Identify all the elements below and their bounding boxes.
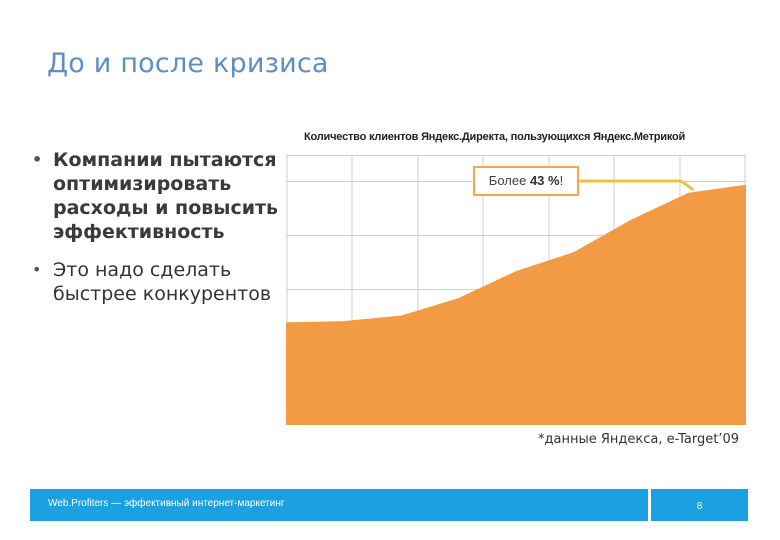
bullet-item: • Компании пытаются оптимизировать расхо… xyxy=(30,148,280,244)
bullet-dot-icon: • xyxy=(32,150,43,169)
source-footnote: *данные Яндекса, e-Target’09 xyxy=(538,432,739,447)
area-chart xyxy=(286,155,746,425)
chart-title: Количество клиентов Яндекс.Директа, поль… xyxy=(304,131,686,143)
bullet-item: • Это надо сделать быстрее конкурентов xyxy=(30,258,280,306)
bullet-text: Это надо сделать быстрее конкурентов xyxy=(53,259,272,305)
series-area xyxy=(286,184,746,425)
page-number: 8 xyxy=(696,501,703,512)
bullet-dot-icon: • xyxy=(32,260,42,279)
callout-prefix: Более xyxy=(488,173,530,188)
footer-bar: Web.Profiters — эффективный интернет-мар… xyxy=(30,489,748,521)
footer-text: Web.Profiters — эффективный интернет-мар… xyxy=(48,498,285,509)
callout-value: 43 % xyxy=(529,173,560,188)
callout-connector xyxy=(579,179,695,192)
footer-separator xyxy=(648,489,651,521)
callout-box: Более 43 %! xyxy=(473,166,579,196)
callout-suffix: ! xyxy=(559,173,564,188)
slide-title: До и после кризиса xyxy=(47,48,329,79)
bullet-list: • Компании пытаются оптимизировать расхо… xyxy=(30,148,280,320)
bullet-text: Компании пытаются оптимизировать расходы… xyxy=(53,149,279,243)
